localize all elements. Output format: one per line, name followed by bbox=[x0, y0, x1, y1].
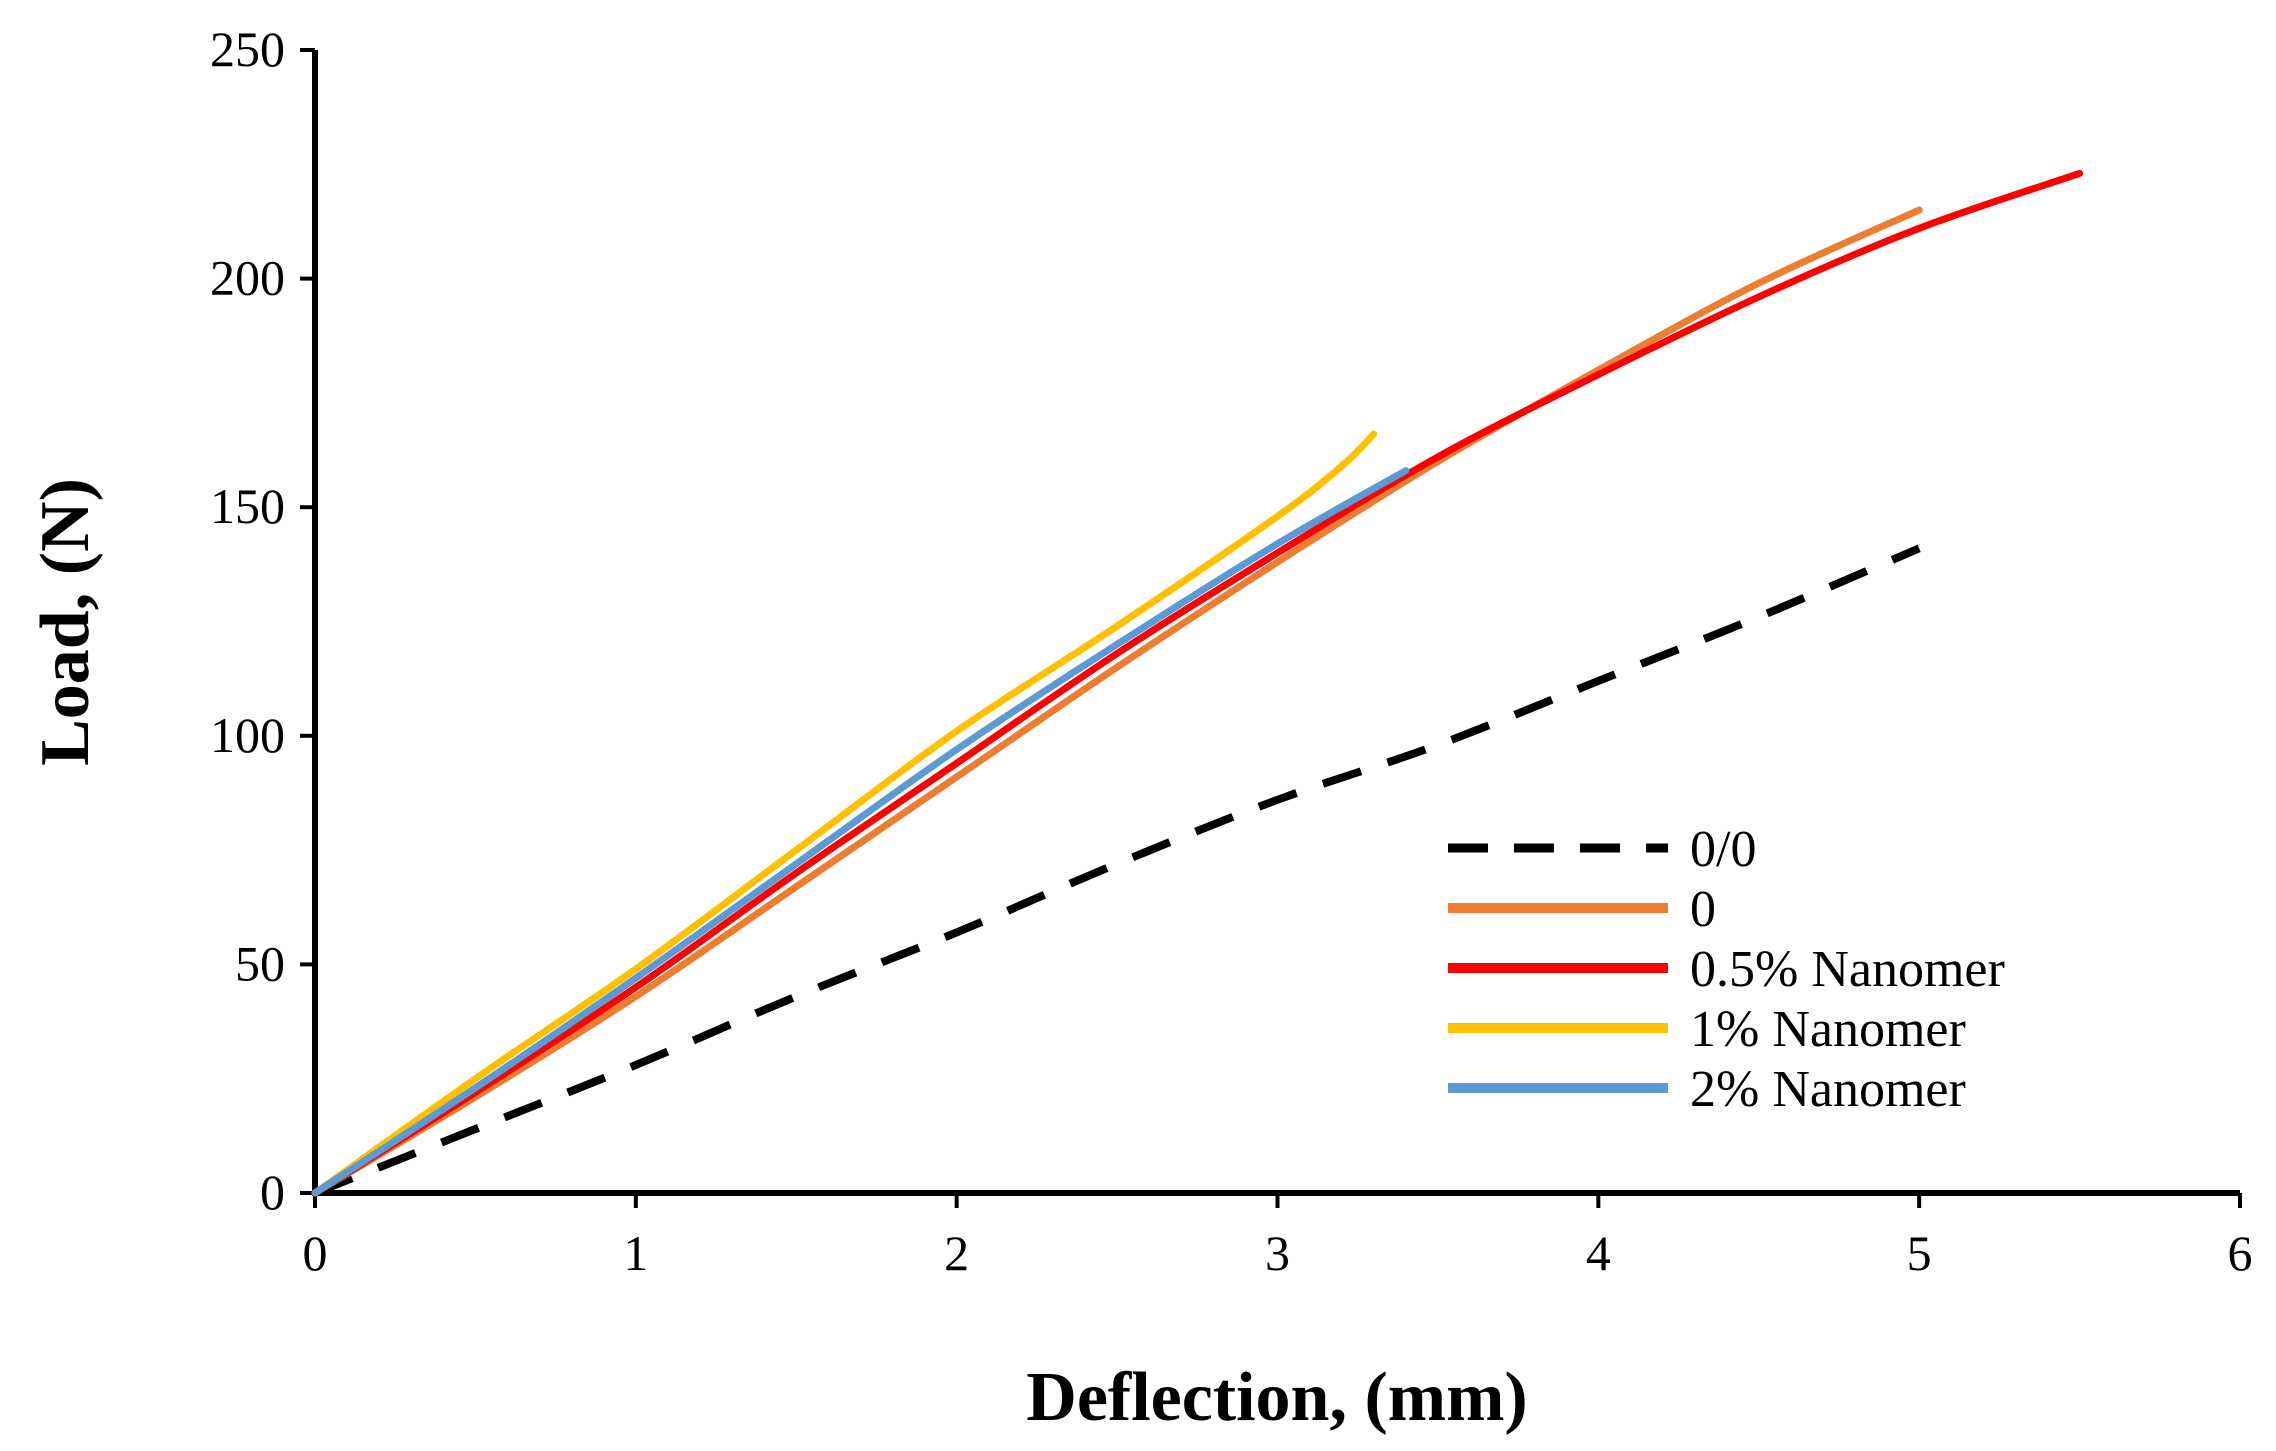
series-layer bbox=[311, 169, 2084, 1197]
x-axis-title: Deflection, (mm) bbox=[1026, 1359, 1527, 1436]
x-tick-label: 0 bbox=[303, 1225, 328, 1281]
y-tick-label: 150 bbox=[210, 478, 285, 534]
legend-label: 1% Nanomer bbox=[1690, 1001, 1966, 1058]
legend-label: 0.5% Nanomer bbox=[1690, 941, 2005, 998]
series-line-2-nanomer bbox=[311, 467, 1410, 1197]
x-tick-label: 2 bbox=[944, 1225, 969, 1281]
series-line-0-5-nanomer bbox=[311, 169, 2084, 1197]
series-line-0 bbox=[311, 206, 1923, 1197]
y-tick-label: 200 bbox=[210, 250, 285, 306]
y-tick-label: 0 bbox=[260, 1164, 285, 1220]
series-line-1-nanomer bbox=[311, 430, 1378, 1197]
y-tick-label: 100 bbox=[210, 707, 285, 763]
x-tick-label: 5 bbox=[1907, 1225, 1932, 1281]
x-axis-ticks: 0 1 2 3 4 5 6 bbox=[303, 1193, 2253, 1281]
y-axis-title: Load, (N) bbox=[27, 478, 104, 766]
series-line-0-0 bbox=[313, 544, 1921, 1197]
x-tick-label: 4 bbox=[1586, 1225, 1611, 1281]
legend-label: 0/0 bbox=[1690, 821, 1756, 878]
y-axis-ticks: 0 50 100 150 200 250 bbox=[210, 21, 315, 1220]
y-tick-label: 50 bbox=[235, 935, 285, 991]
x-tick-label: 3 bbox=[1265, 1225, 1290, 1281]
y-tick-label: 250 bbox=[210, 21, 285, 77]
legend-label: 2% Nanomer bbox=[1690, 1061, 1966, 1118]
legend-label: 0 bbox=[1690, 881, 1716, 938]
x-tick-label: 6 bbox=[2228, 1225, 2253, 1281]
x-tick-label: 1 bbox=[623, 1225, 648, 1281]
